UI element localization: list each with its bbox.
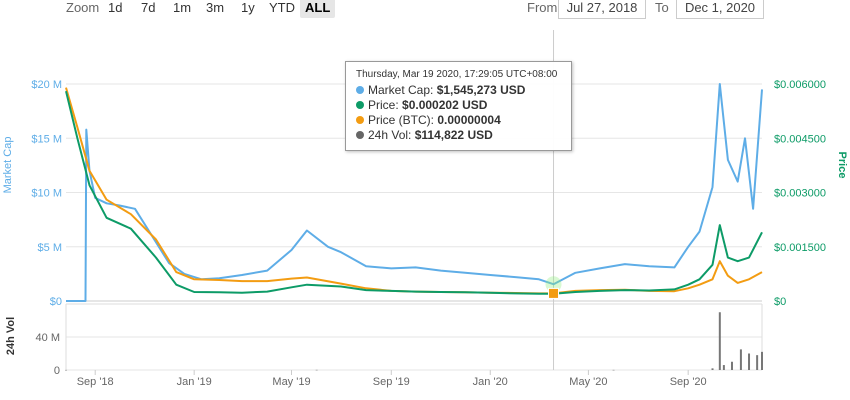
tooltip-label: 24h Vol:	[368, 128, 412, 142]
x-axis-tick-label: Jan '20	[473, 376, 508, 388]
zoom-all-button[interactable]: ALL	[300, 0, 336, 18]
series-line-market-cap	[66, 83, 763, 302]
left-axis-tick-label: $5 M	[38, 242, 62, 254]
volume-bar	[739, 349, 742, 370]
volume-axis-tick-label: 0	[54, 365, 60, 377]
market-cap-dot-icon	[356, 86, 364, 94]
x-axis-tick-label: Jan '19	[177, 376, 212, 388]
left-axis-tick-label: $10 M	[31, 188, 62, 200]
tooltip-value: $114,822 USD	[414, 128, 493, 142]
x-axis-tick-label: May '19	[272, 376, 310, 388]
volume-axis-tick-label: 40 M	[36, 332, 60, 344]
tooltip-value: 0.00000004	[437, 113, 501, 127]
volume-bar	[756, 355, 759, 370]
volume-bar	[722, 365, 725, 370]
tooltip-label: Price (BTC):	[368, 113, 434, 127]
tooltip-date: Thursday, Mar 19 2020, 17:29:05 UTC+08:0…	[356, 69, 558, 80]
volume-bar	[718, 312, 721, 370]
left-axis-tick-label: $15 M	[31, 133, 62, 145]
volume-dot-icon	[356, 131, 364, 139]
right-axis-tick-label: $0.004500	[774, 133, 826, 145]
price-btc-dot-icon	[356, 116, 364, 124]
zoom-1y-button[interactable]: 1y	[236, 0, 260, 18]
volume-bar	[612, 369, 615, 371]
volume-bar	[761, 351, 763, 370]
right-axis-tick-label: $0.003000	[774, 188, 826, 200]
zoom-ytd-button[interactable]: YTD	[264, 0, 300, 18]
tooltip-value: $1,545,273 USD	[436, 83, 526, 97]
right-axis-tick-label: $0.006000	[774, 79, 826, 91]
tooltip-row-market-cap: Market Cap: $1,545,273 USD	[356, 83, 525, 97]
series-line-price	[65, 90, 763, 295]
zoom-1d-button[interactable]: 1d	[103, 0, 128, 18]
left-axis-tick-label: $0	[50, 296, 62, 308]
hover-marker-price-btc	[548, 287, 560, 299]
volume-bar	[730, 361, 733, 370]
tooltip-row-price-btc: Price (BTC): 0.00000004	[356, 113, 501, 127]
chart-tooltip: Thursday, Mar 19 2020, 17:29:05 UTC+08:0…	[345, 61, 572, 151]
zoom-1m-button[interactable]: 1m	[168, 0, 197, 18]
x-axis-tick-label: Sep '20	[670, 376, 707, 388]
volume-axis-title: 24h Vol	[5, 317, 17, 355]
tooltip-row-price: Price: $0.000202 USD	[356, 98, 487, 112]
volume-bar	[748, 353, 751, 370]
toolbar: Zoom 1d 7d 1m 3m 1y YTD ALL From Jul 27,…	[0, 0, 850, 20]
right-axis-title: Price	[836, 152, 848, 179]
volume-bar	[65, 369, 67, 371]
right-axis-tick-label: $0.001500	[774, 242, 826, 254]
zoom-7d-button[interactable]: 7d	[136, 0, 161, 18]
from-date-input[interactable]: Jul 27, 2018	[558, 0, 646, 19]
tooltip-label: Market Cap:	[368, 83, 434, 97]
right-axis-tick-label: $0	[774, 296, 786, 308]
volume-bar	[315, 369, 318, 371]
tooltip-label: Price:	[368, 98, 399, 112]
price-dot-icon	[356, 101, 364, 109]
tooltip-value: $0.000202 USD	[402, 98, 488, 112]
zoom-3m-button[interactable]: 3m	[201, 0, 230, 18]
x-axis-tick-label: Sep '19	[373, 376, 410, 388]
left-axis-tick-label: $20 M	[31, 79, 62, 91]
from-label: From	[527, 0, 558, 15]
volume-bar	[711, 368, 714, 370]
tooltip-row-volume: 24h Vol: $114,822 USD	[356, 128, 493, 142]
left-axis-title: Market Cap	[2, 137, 14, 194]
zoom-label: Zoom	[66, 0, 100, 15]
x-axis-tick-label: May '20	[569, 376, 607, 388]
to-label: To	[655, 0, 669, 15]
to-date-input[interactable]: Dec 1, 2020	[676, 0, 764, 19]
x-axis-tick-label: Sep '18	[77, 376, 114, 388]
